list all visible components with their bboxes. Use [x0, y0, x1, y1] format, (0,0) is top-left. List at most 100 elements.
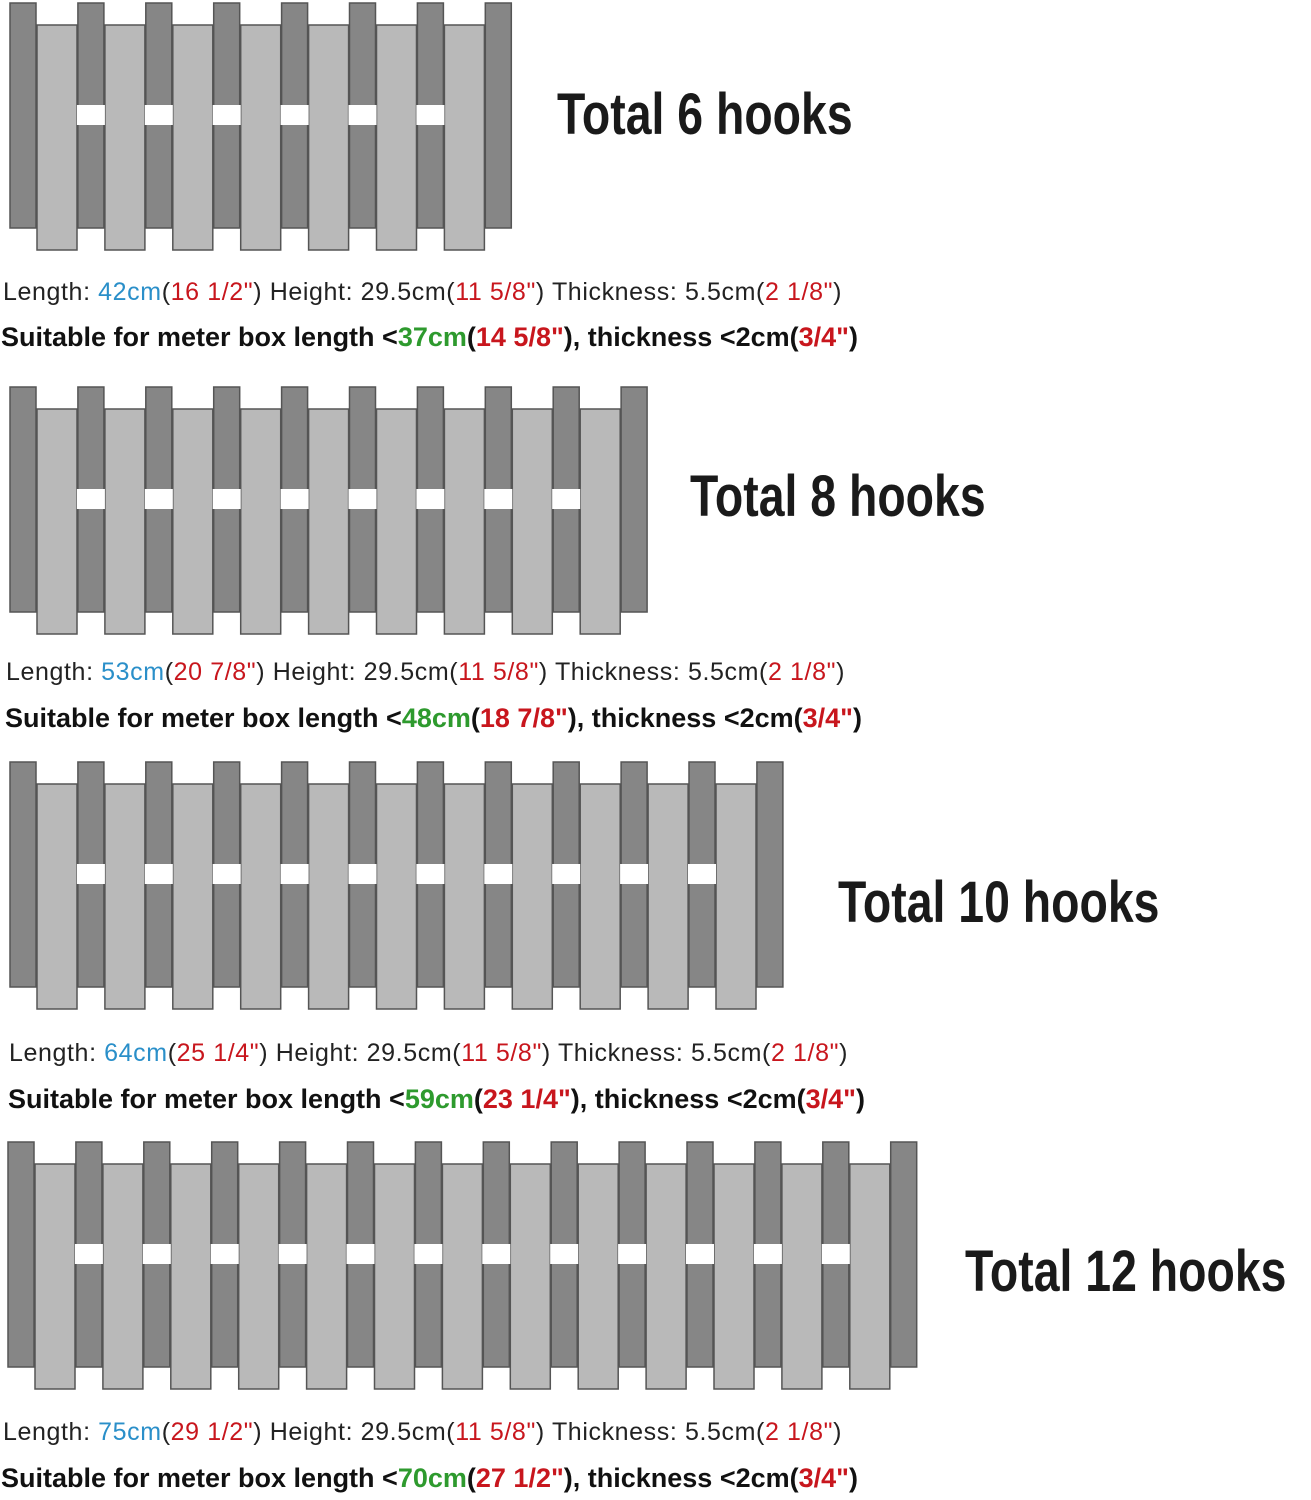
light-plate	[237, 1163, 280, 1390]
section-title: Total 12 hooks	[965, 1239, 1287, 1304]
light-plate	[375, 24, 418, 251]
dimension-text: 2 1/8"	[770, 1039, 840, 1067]
light-plate	[443, 24, 486, 251]
light-plate	[172, 408, 214, 635]
fit-text: Suitable for meter box length <	[1, 322, 398, 352]
fit-text: )	[852, 703, 862, 733]
hook-gap	[144, 105, 173, 125]
fit-text: (	[470, 703, 480, 733]
dimension-text: ) Height: 29.5cm(	[256, 658, 459, 686]
dark-bar	[756, 761, 784, 988]
hook-gap	[552, 864, 581, 884]
fit-text: )	[848, 1463, 858, 1493]
fit-text: 14 5/8"	[475, 322, 564, 352]
dimension-text: 25 1/4"	[176, 1039, 260, 1067]
hook-gap	[76, 864, 105, 884]
dimension-text: 2 1/8"	[767, 658, 837, 686]
fit-text: ), thickness <2cm(	[570, 1084, 806, 1114]
dimension-text: ) Thickness: 5.5cm(	[535, 1418, 765, 1446]
fit-text: 59cm	[404, 1084, 474, 1114]
light-plate	[579, 783, 621, 1010]
dimension-text: )	[833, 278, 842, 306]
light-plate	[443, 408, 486, 635]
dimension-text: 16 1/2"	[170, 278, 254, 306]
light-plate	[305, 1163, 348, 1390]
section-title: Total 6 hooks	[557, 82, 853, 147]
fit-line: Suitable for meter box length <59cm(23 1…	[8, 1086, 865, 1113]
dark-bar	[9, 386, 37, 613]
fit-text: 3/4"	[798, 322, 849, 352]
light-plate	[647, 783, 689, 1010]
fit-text: (	[466, 322, 476, 352]
dimension-text: (	[161, 1418, 171, 1446]
dimension-text: 11 5/8"	[455, 1418, 536, 1446]
hook-gap	[550, 1244, 579, 1264]
fit-text: 37cm	[397, 322, 467, 352]
light-plate	[577, 1163, 619, 1390]
hook-gap	[416, 105, 445, 125]
light-plate	[36, 783, 78, 1010]
hook-gap	[278, 1244, 307, 1264]
hook-gap	[280, 105, 309, 125]
dimension-text: (	[167, 1039, 177, 1067]
dimension-text: 11 5/8"	[455, 278, 536, 306]
dimension-text: Length:	[3, 278, 99, 306]
dimension-text: 42cm	[98, 278, 162, 306]
hook-gap	[346, 1244, 375, 1264]
hook-gap	[76, 105, 105, 125]
light-plate	[36, 24, 78, 251]
fit-text: Suitable for meter box length <	[5, 703, 402, 733]
dimension-line: Length: 53cm(20 7/8") Height: 29.5cm(11 …	[6, 660, 845, 685]
dimension-text: 11 5/8"	[458, 658, 539, 686]
dimension-text: )	[836, 658, 845, 686]
fit-line: Suitable for meter box length <70cm(27 1…	[1, 1465, 858, 1492]
light-plate	[307, 783, 350, 1010]
light-plate	[170, 1163, 212, 1390]
fit-text: )	[855, 1084, 865, 1114]
hook-gap	[348, 105, 377, 125]
hook-gap	[142, 1244, 171, 1264]
fit-text: ), thickness <2cm(	[563, 1463, 799, 1493]
fit-text: Suitable for meter box length <	[1, 1463, 398, 1493]
dimension-text: ) Height: 29.5cm(	[259, 1039, 462, 1067]
fit-text: 3/4"	[805, 1084, 856, 1114]
dark-bar	[9, 2, 37, 229]
hook-gap	[482, 1244, 511, 1264]
hook-gap	[280, 864, 309, 884]
light-plate	[239, 783, 282, 1010]
fit-text: 27 1/2"	[475, 1463, 564, 1493]
hook-gap	[210, 1244, 239, 1264]
dimension-text: 29 1/2"	[170, 1418, 254, 1446]
hook-gap	[212, 864, 241, 884]
dark-bar	[7, 1141, 35, 1368]
light-plate	[34, 1163, 76, 1390]
fit-text: (	[473, 1084, 483, 1114]
dimension-text: ) Thickness: 5.5cm(	[535, 278, 765, 306]
fit-text: 48cm	[401, 703, 471, 733]
hook-gap	[212, 105, 241, 125]
light-plate	[307, 408, 350, 635]
hook-gap	[484, 489, 513, 509]
light-plate	[239, 408, 282, 635]
hook-gap	[618, 1244, 647, 1264]
light-plate	[375, 783, 418, 1010]
fit-text: ), thickness <2cm(	[567, 703, 803, 733]
dimension-text: (	[161, 278, 171, 306]
light-plate	[511, 783, 554, 1010]
hook-gap	[212, 489, 241, 509]
dimension-text: (	[164, 658, 174, 686]
hook-gap	[416, 864, 445, 884]
light-plate	[509, 1163, 552, 1390]
light-plate	[781, 1163, 823, 1390]
dimension-text: )	[833, 1418, 842, 1446]
light-plate	[849, 1163, 891, 1390]
dimension-text: ) Thickness: 5.5cm(	[538, 658, 768, 686]
dimension-text: 2 1/8"	[764, 1418, 834, 1446]
light-plate	[172, 783, 214, 1010]
dark-bar	[484, 2, 513, 229]
dark-bar	[889, 1141, 918, 1368]
hook-gap	[688, 864, 716, 884]
hook-gap	[821, 1244, 850, 1264]
